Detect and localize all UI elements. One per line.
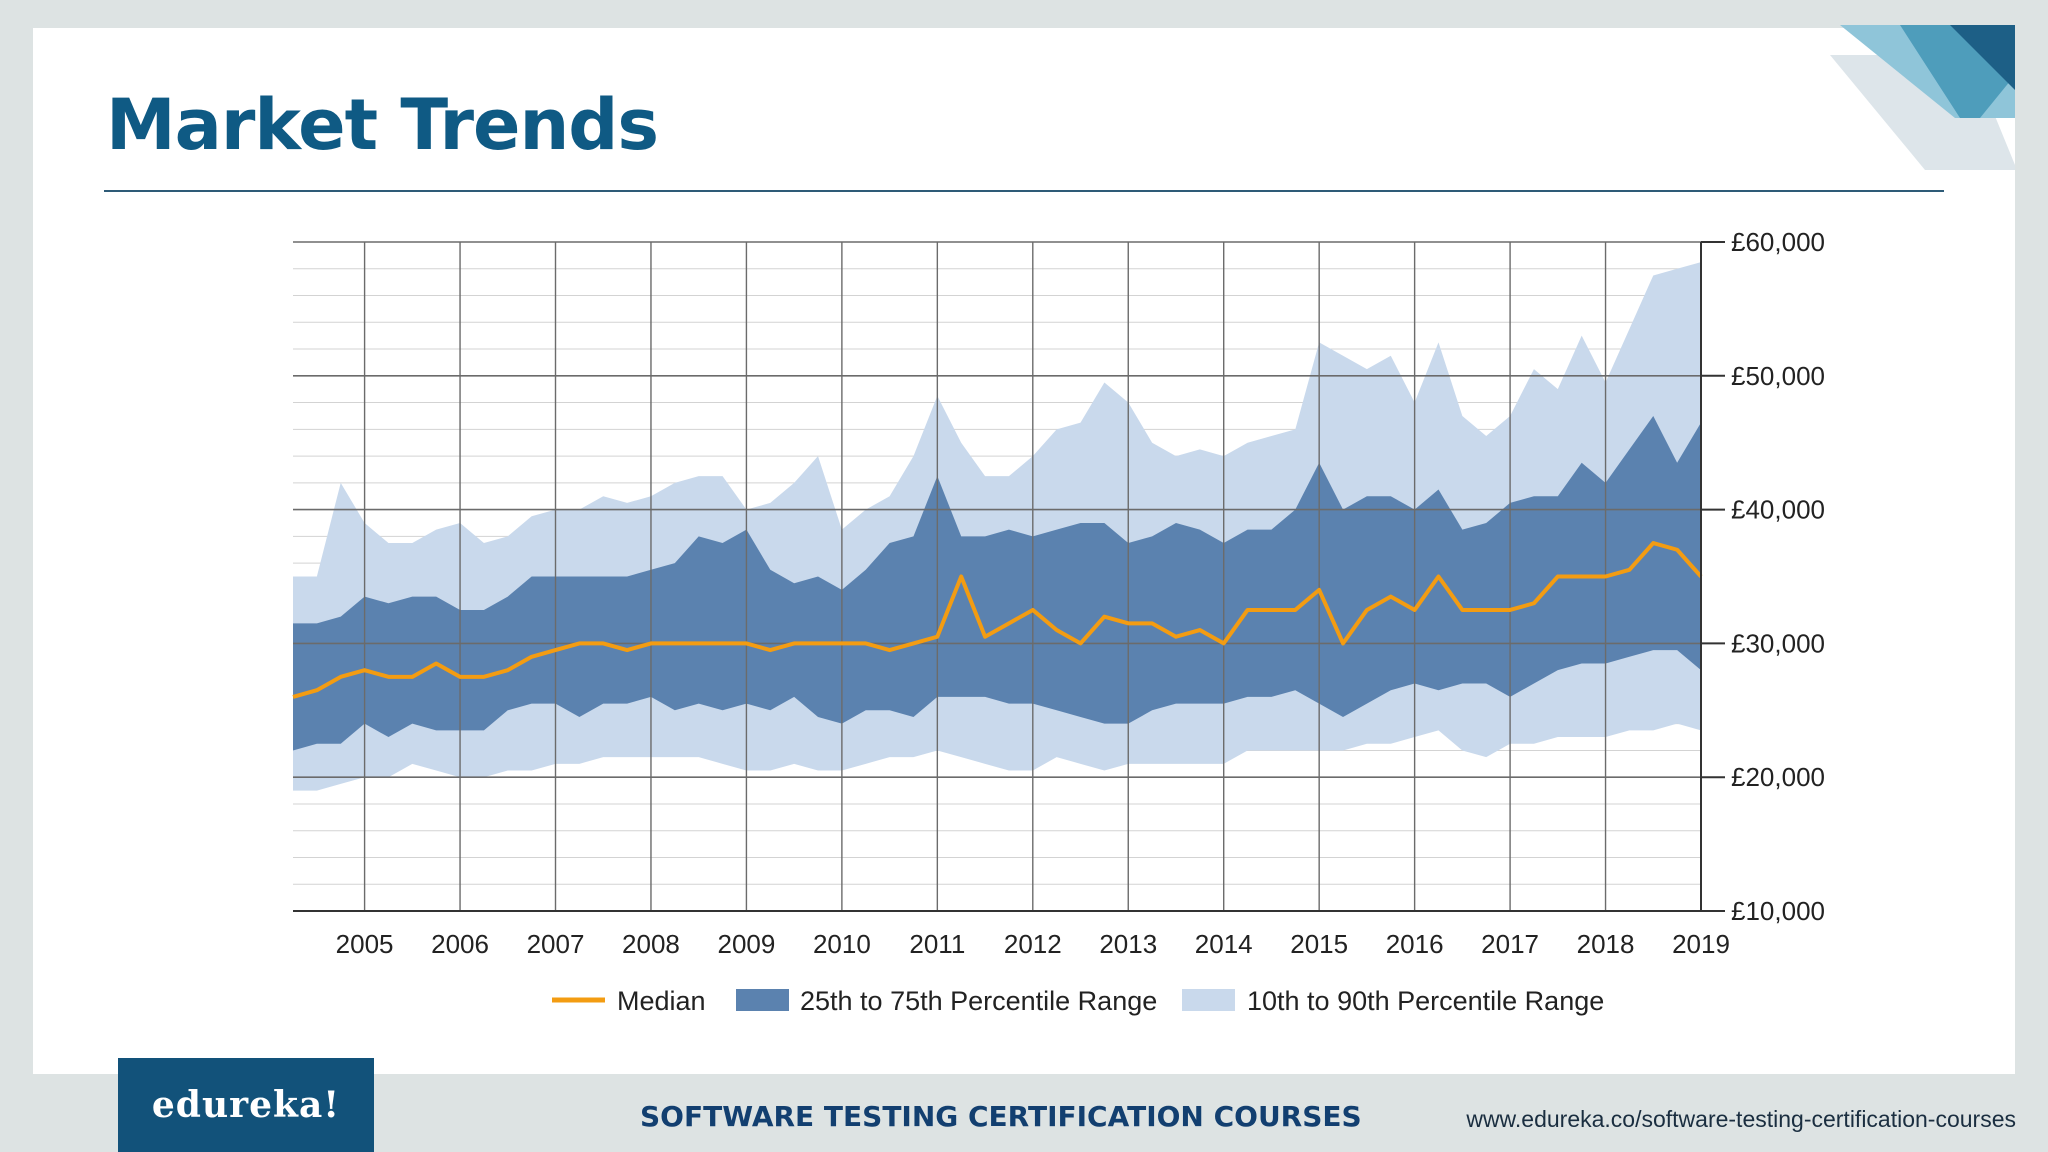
course-title: SOFTWARE TESTING CERTIFICATION COURSES (640, 1100, 1362, 1133)
x-tick-label: 2014 (1195, 929, 1253, 959)
y-tick-label: £40,000 (1731, 495, 1825, 525)
x-tick-label: 2010 (813, 929, 871, 959)
axes-layer (293, 241, 1725, 912)
x-tick-label: 2017 (1481, 929, 1539, 959)
y-tick-label: £20,000 (1731, 762, 1825, 792)
x-tick-label: 2005 (336, 929, 394, 959)
corner-decoration (1830, 25, 2015, 170)
chart-legend: Median 25th to 75th Percentile Range 10t… (552, 986, 1604, 1016)
x-tick-label: 2013 (1099, 929, 1157, 959)
x-tick-label: 2006 (431, 929, 489, 959)
band-25-75-area (293, 415, 1701, 751)
page-title: Market Trends (106, 84, 659, 166)
x-tick-label: 2007 (527, 929, 585, 959)
y-tick-label: £50,000 (1731, 361, 1825, 391)
y-tick-label: £30,000 (1731, 628, 1825, 658)
x-tick-label: 2011 (909, 929, 965, 959)
y-tick-label: £60,000 (1731, 227, 1825, 257)
x-tick-label: 2019 (1672, 929, 1730, 959)
x-tick-label: 2015 (1290, 929, 1348, 959)
edureka-logo: edureka! (118, 1058, 374, 1152)
legend-label-median: Median (617, 986, 706, 1016)
x-tick-label: 2009 (718, 929, 776, 959)
legend-swatch-band-10-90 (1182, 989, 1235, 1011)
legend-swatch-band-25-75 (736, 989, 789, 1011)
x-tick-label: 2016 (1386, 929, 1444, 959)
x-tick-labels: 2005 2006 2007 2008 2009 2010 2011 2012 2013 2014… (336, 929, 1730, 959)
median-layer (292, 541, 1703, 699)
y-tick-labels: £10,000 £20,000 £30,000 £40,000 £50,000 £60,0… (1731, 227, 1825, 926)
title-divider (104, 190, 1944, 192)
x-tick-label: 2008 (622, 929, 680, 959)
median-line (292, 541, 1703, 699)
y-tick-label: £10,000 (1731, 896, 1825, 926)
course-url[interactable]: www.edureka.co/software-testing-certific… (1466, 1106, 2016, 1132)
legend-label-band-25-75: 25th to 75th Percentile Range (800, 986, 1157, 1016)
x-tick-label: 2012 (1004, 929, 1062, 959)
x-tick-label: 2018 (1577, 929, 1635, 959)
legend-label-band-10-90: 10th to 90th Percentile Range (1247, 986, 1604, 1016)
band-25-75-layer (293, 415, 1701, 751)
